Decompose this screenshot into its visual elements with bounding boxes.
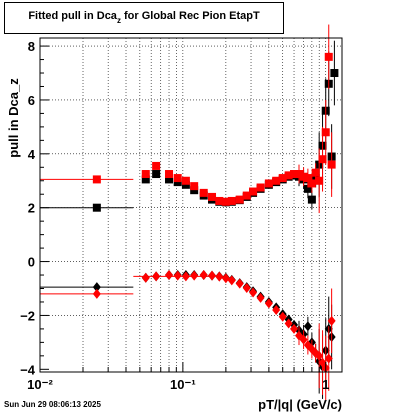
data-point-square bbox=[318, 155, 327, 164]
data-marks bbox=[92, 24, 339, 401]
title-box: Fitted pull in Dcaz for Global Rec Pion … bbox=[4, 2, 284, 34]
x-tick-label: 1 bbox=[322, 377, 329, 392]
data-point-diamond bbox=[256, 292, 265, 303]
x-tick-label: 10⁻² bbox=[27, 377, 53, 392]
data-point-square bbox=[165, 170, 174, 179]
data-point-diamond bbox=[92, 282, 101, 293]
data-point-diamond bbox=[324, 353, 333, 364]
timestamp: Sun Jun 29 08:06:13 2025 bbox=[4, 400, 101, 409]
data-point-square bbox=[215, 196, 224, 205]
data-point-square bbox=[92, 175, 101, 184]
data-point-square bbox=[181, 180, 190, 189]
data-point-square bbox=[249, 187, 258, 196]
title-tail: for Global Rec Pion EtapT bbox=[120, 10, 260, 22]
data-point-diamond bbox=[92, 288, 101, 299]
data-point-square bbox=[92, 203, 101, 212]
data-point-square bbox=[227, 196, 236, 205]
data-point-square bbox=[199, 188, 208, 197]
data-point-square bbox=[315, 176, 324, 185]
data-point-square bbox=[321, 128, 330, 137]
data-point-diamond bbox=[264, 298, 273, 309]
data-point-diamond bbox=[249, 287, 258, 298]
data-point-square bbox=[284, 171, 293, 180]
data-point-diamond bbox=[221, 273, 230, 284]
data-point-diamond bbox=[327, 315, 336, 326]
data-point-square bbox=[173, 178, 182, 187]
data-point-square bbox=[190, 186, 199, 195]
grid bbox=[40, 38, 342, 372]
data-point-square bbox=[208, 192, 217, 201]
data-point-square bbox=[303, 174, 312, 183]
data-point-square bbox=[152, 170, 161, 179]
data-point-diamond bbox=[181, 271, 190, 282]
plot-frame bbox=[39, 37, 343, 373]
data-point-diamond bbox=[278, 311, 287, 322]
y-tick-label: −2 bbox=[20, 308, 35, 323]
x-tick-label: 10⁻¹ bbox=[170, 377, 196, 392]
data-point-diamond bbox=[190, 270, 199, 281]
data-point-square bbox=[264, 179, 273, 188]
data-point-diamond bbox=[141, 272, 150, 283]
data-point-diamond bbox=[208, 270, 217, 281]
x-axis-label: pT/|q| (GeV/c) bbox=[258, 397, 342, 412]
y-tick-label: −4 bbox=[20, 362, 36, 377]
data-point-square bbox=[221, 197, 230, 206]
data-point-diamond bbox=[165, 270, 174, 281]
data-point-diamond bbox=[227, 275, 236, 286]
data-point-square bbox=[299, 172, 308, 181]
title-subscript: z bbox=[116, 16, 121, 25]
data-point-square bbox=[307, 195, 316, 204]
data-point-square bbox=[327, 160, 336, 169]
data-point-square bbox=[290, 170, 299, 179]
data-point-square bbox=[141, 175, 150, 184]
data-point-square bbox=[278, 174, 287, 183]
axes: −4 −2 0 2 4 6 8 10⁻² 10⁻¹ 1 bbox=[20, 39, 329, 392]
data-point-square bbox=[141, 170, 150, 179]
data-point-square bbox=[165, 175, 174, 184]
data-point-diamond bbox=[242, 282, 251, 293]
data-point-diamond bbox=[299, 334, 308, 345]
data-point-diamond bbox=[290, 323, 299, 334]
data-point-square bbox=[307, 179, 316, 188]
data-point-diamond bbox=[315, 350, 324, 361]
data-point-square bbox=[190, 182, 199, 191]
data-point-square bbox=[152, 161, 161, 170]
y-tick-label: 6 bbox=[28, 93, 35, 108]
data-point-square bbox=[311, 168, 320, 177]
y-tick-label: 2 bbox=[28, 201, 35, 216]
data-point-square bbox=[330, 69, 339, 78]
data-point-diamond bbox=[235, 278, 244, 289]
title-main: Fitted pull in Dca bbox=[28, 10, 117, 22]
y-tick-label: 4 bbox=[28, 147, 36, 162]
data-point-diamond bbox=[152, 271, 161, 282]
data-point-diamond bbox=[272, 305, 281, 316]
data-point-square bbox=[256, 183, 265, 192]
data-point-square bbox=[272, 176, 281, 185]
data-point-square bbox=[303, 184, 312, 193]
data-point-diamond bbox=[284, 318, 293, 329]
chart-title: Fitted pull in Dcaz for Global Rec Pion … bbox=[5, 10, 283, 25]
data-point-square bbox=[242, 191, 251, 200]
data-point-diamond bbox=[303, 321, 312, 332]
data-point-diamond bbox=[199, 270, 208, 281]
data-point-square bbox=[235, 195, 244, 204]
data-point-square bbox=[181, 176, 190, 185]
y-tick-label: 0 bbox=[28, 255, 35, 270]
y-axis-label: pull in Dca_z bbox=[6, 78, 21, 158]
data-point-diamond bbox=[215, 271, 224, 282]
data-point-square bbox=[324, 52, 333, 61]
data-point-square bbox=[173, 174, 182, 183]
data-point-diamond bbox=[173, 270, 182, 281]
reference-lines bbox=[40, 178, 213, 295]
data-point-square bbox=[294, 170, 303, 179]
y-tick-label: 8 bbox=[28, 39, 35, 54]
